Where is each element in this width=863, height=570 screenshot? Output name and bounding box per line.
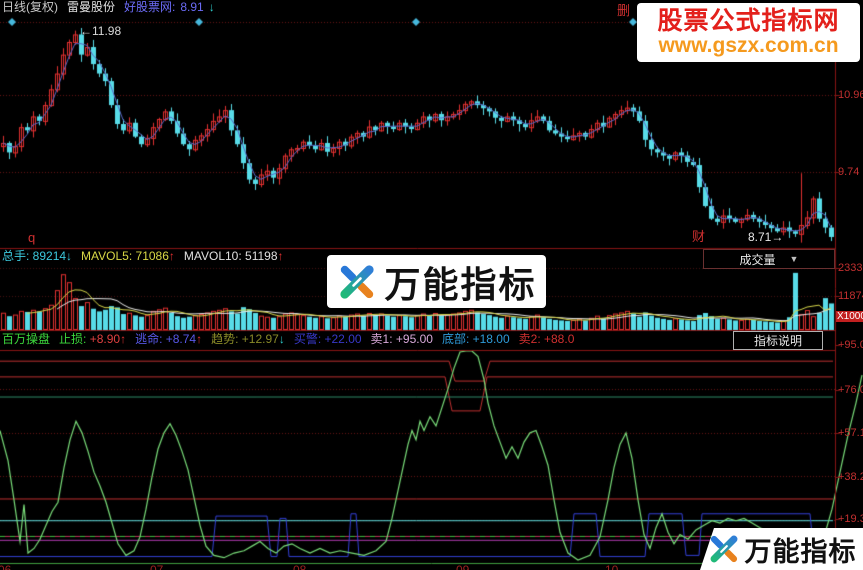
x-axis-label: 07 <box>150 563 164 570</box>
axis-label: +76.0 <box>838 384 863 396</box>
center-watermark: 万能指标 <box>327 255 546 308</box>
indicator-field: 买警: +22.00 <box>294 333 362 346</box>
top-right-watermark: 股票公式指标网 www.gszx.com.cn <box>637 3 860 62</box>
stray-watermark-char-q: q <box>28 230 36 245</box>
axis-label: +57.1 <box>838 427 863 439</box>
up-arrow-icon: ↑ <box>168 249 175 263</box>
indicator-field-value: +95.00 <box>395 332 433 346</box>
down-arrow-icon: ↓ <box>278 332 285 346</box>
chevron-down-icon: ▼ <box>789 254 799 264</box>
wanneng-logo-icon <box>340 264 375 299</box>
up-arrow-icon: ↑ <box>120 332 127 346</box>
x-axis-label: 09 <box>456 563 470 570</box>
volume-field: MAVOL10: 51198↑ <box>184 250 284 263</box>
x-axis-label: 06 <box>0 563 12 570</box>
indicator-field: 卖1: +95.00 <box>371 333 433 346</box>
axis-label: 23338 <box>838 262 863 274</box>
indicator-field-label: 卖1: <box>370 332 396 346</box>
peak-price-annotation: ←11.98 <box>80 24 122 38</box>
volume-field-value: 51198 <box>245 249 278 263</box>
volume-field-value: 89214 <box>32 249 67 263</box>
watermark-site-url: www.gszx.com.cn <box>658 33 839 57</box>
axis-label: +95.0 <box>838 339 863 351</box>
volume-field-label: 总手: <box>2 249 33 263</box>
up-arrow-icon: ↑ <box>277 249 284 263</box>
indicator-field-value: +88.0 <box>544 332 575 346</box>
bottom-right-logo: 万能指标 <box>700 528 863 570</box>
axis-label: 11874 <box>838 290 863 302</box>
stray-watermark-char-top: 删 <box>617 3 631 18</box>
x-axis-label: 08 <box>293 563 307 570</box>
site-value: 8.91 <box>180 0 204 14</box>
indicator-field: 卖2: +88.0 <box>519 333 575 346</box>
volume-field: 总手: 89214↓ <box>2 250 72 263</box>
down-arrow-icon: ↓ <box>66 249 73 263</box>
indicator-field-value: +12.97 <box>241 332 279 346</box>
up-arrow-icon: ↑ <box>196 332 203 346</box>
watermark-site-name: 股票公式指标网 <box>657 7 840 36</box>
indicator-help-button[interactable]: 指标说明 <box>733 331 823 350</box>
axis-label: X10000 <box>836 311 863 322</box>
indicator-field: 止损: +8.90↑ <box>59 333 126 346</box>
indicator-field-label: 卖2: <box>518 332 544 346</box>
volume-field-label: MAVOL5: <box>81 249 136 263</box>
indicator-field-value: +18.00 <box>472 332 510 346</box>
volume-field: MAVOL5: 71086↑ <box>81 250 175 263</box>
indicator-field-value: +22.00 <box>324 332 362 346</box>
indicator-field-value: +8.90 <box>89 332 121 346</box>
axis-label: +19.3 <box>838 513 863 525</box>
indicator-field: 底部: +18.00 <box>442 333 510 346</box>
axis-label: +38.2 <box>838 471 863 483</box>
volume-field-label: MAVOL10: <box>183 249 246 263</box>
indicator-field: 逃命: +8.74↑ <box>135 333 202 346</box>
axis-label: 9.74 <box>838 166 860 178</box>
volume-pane-header: 总手: 89214↓ MAVOL5: 71086↑ MAVOL10: 51198↑ <box>2 250 284 263</box>
site-label: 好股票网: <box>124 0 176 14</box>
indicator-field-value: +8.74 <box>165 332 197 346</box>
center-watermark-text: 万能指标 <box>384 263 537 305</box>
stock-name[interactable]: 雷曼股份 <box>67 0 116 14</box>
indicator-name[interactable]: 百万操盘 <box>2 332 51 346</box>
volume-indicator-selector[interactable]: 成交量 ▼ <box>703 249 835 269</box>
indicator-field-label: 底部: <box>441 332 473 346</box>
stray-watermark-char-cai: 财 <box>692 229 706 244</box>
x-axis-label: 10 <box>605 563 619 570</box>
indicator-field-label: 趋势: <box>211 332 242 346</box>
indicator-field-label: 逃命: <box>135 332 166 346</box>
volume-field-value: 71086 <box>135 249 169 263</box>
down-arrow-icon: ↓ <box>208 0 215 14</box>
indicator-field-label: 买警: <box>293 332 325 346</box>
indicator-field: 趋势: +12.97↓ <box>211 333 285 346</box>
bottom-logo-text: 万能指标 <box>744 536 857 567</box>
indicator-field-label: 止损: <box>59 332 90 346</box>
indicator-pane-header: 百万操盘 止损: +8.90↑ 逃命: +8.74↑ 趋势: +12.97↓ 买警: +… <box>2 333 574 346</box>
wanneng-logo-icon <box>710 535 737 563</box>
period-label[interactable]: 日线(复权) <box>2 0 58 14</box>
last-price-label: 8.71→ <box>748 230 784 244</box>
price-pane-header: 日线(复权) 雷曼股份 好股票网: 8.91 ↓ <box>2 1 215 14</box>
volume-selector-label: 成交量 <box>739 252 776 267</box>
axis-label: 10.96 <box>838 89 863 101</box>
